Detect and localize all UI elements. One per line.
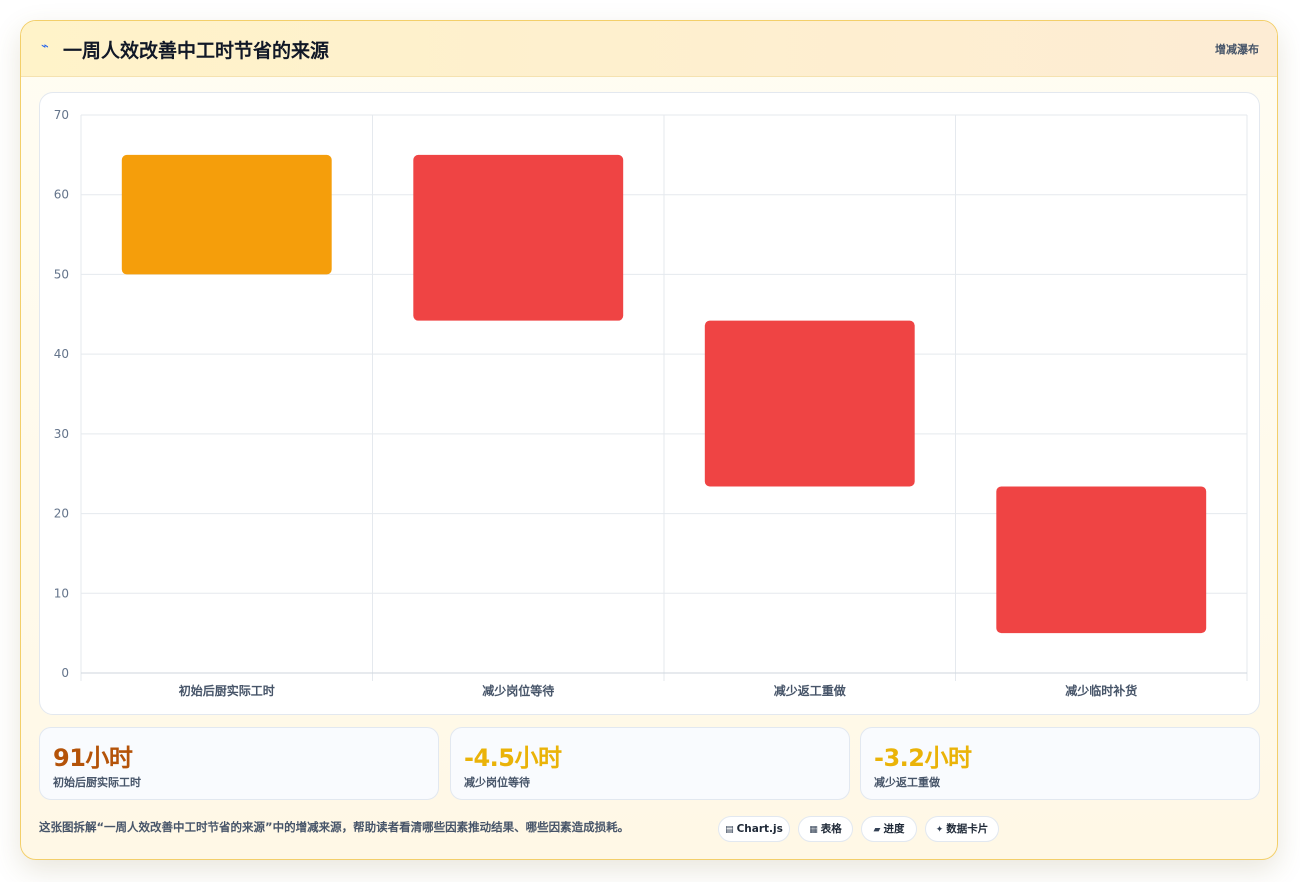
y-tick-label: 0 <box>61 666 69 680</box>
x-tick-label: 减少返工重做 <box>774 683 847 698</box>
x-tick-label: 减少岗位等待 <box>482 683 554 698</box>
stat-card-initial: 91小时 初始后厨实际工时 <box>39 727 439 800</box>
stat-label: 减少岗位等待 <box>464 776 530 789</box>
x-tick-label: 初始后厨实际工时 <box>179 683 275 698</box>
sparkle-icon: ✦ <box>935 825 944 835</box>
stat-label: 减少返工重做 <box>874 776 940 789</box>
y-tick-label: 20 <box>54 507 69 521</box>
y-tick-label: 40 <box>54 347 69 361</box>
stat-card-waiting: -4.5小时 减少岗位等待 <box>450 727 850 800</box>
chip-table[interactable]: ▦ 表格 <box>798 816 853 842</box>
y-tick-label: 60 <box>54 188 69 202</box>
table-icon: ▦ <box>809 825 818 835</box>
chip-label: 数据卡片 <box>946 823 989 835</box>
stat-value: -3.2小时 <box>874 744 972 772</box>
x-tick-label: 减少临时补货 <box>1065 683 1137 698</box>
waterfall-bar <box>704 320 915 487</box>
progress-icon: ▰ <box>873 825 881 835</box>
chart-type-tag: 增减瀑布 <box>1215 43 1259 56</box>
y-tick-label: 30 <box>54 427 69 441</box>
card-title: 一周人效改善中工时节省的来源 <box>63 40 330 62</box>
stat-label: 初始后厨实际工时 <box>53 776 141 789</box>
chart-icon: ⌁ <box>41 39 49 54</box>
y-tick-label: 50 <box>54 267 69 281</box>
card-header: ⌁ 一周人效改善中工时节省的来源 增减瀑布 <box>21 21 1277 77</box>
chart-panel: 0 10 20 30 40 50 60 70 初始后厨实际工时 减少岗位等待 减少返工重做 减少临时补… <box>39 92 1260 715</box>
waterfall-bar <box>121 154 332 275</box>
chart-description: 这张图拆解“一周人效改善中工时节省的来源”中的增减来源，帮助读者看清哪些因素推动… <box>39 820 630 834</box>
stat-value: 91小时 <box>53 744 133 772</box>
chart-card: ⌁ 一周人效改善中工时节省的来源 增减瀑布 0 10 20 30 40 50 60 70 初始后… <box>20 20 1278 860</box>
chip-chartjs[interactable]: ▤ Chart.js <box>718 816 790 842</box>
stat-card-rework: -3.2小时 减少返工重做 <box>860 727 1260 800</box>
chip-label: 进度 <box>883 823 905 835</box>
stat-value: -4.5小时 <box>464 744 562 772</box>
chip-label: Chart.js <box>736 823 783 835</box>
chart-file-icon: ▤ <box>725 825 734 835</box>
waterfall-bar <box>996 486 1207 634</box>
chip-progress[interactable]: ▰ 进度 <box>861 816 917 842</box>
waterfall-bar <box>413 154 624 321</box>
y-tick-label: 70 <box>54 108 69 122</box>
chip-data-cards[interactable]: ✦ 数据卡片 <box>925 816 999 842</box>
chip-label: 表格 <box>820 823 842 835</box>
waterfall-chart: 0 10 20 30 40 50 60 70 初始后厨实际工时 减少岗位等待 减少返工重做 减少临时补… <box>54 108 1248 698</box>
y-tick-label: 10 <box>54 586 69 600</box>
